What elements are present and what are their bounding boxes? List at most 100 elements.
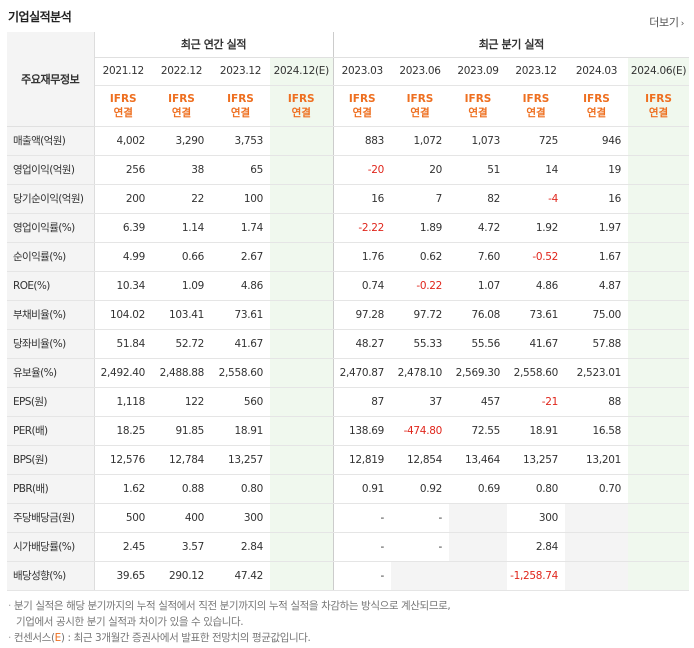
value-cell: 18.91	[211, 416, 270, 446]
value-cell: 2.45	[94, 532, 152, 562]
value-cell: 16	[565, 184, 628, 214]
value-cell: 97.28	[333, 299, 391, 330]
value-cell: 0.80	[507, 474, 565, 504]
accounting-standard-cell: IFRS 연결	[94, 85, 152, 127]
row-label: EPS(원)	[7, 386, 95, 417]
consolidation-label: 연결	[586, 106, 607, 119]
value-cell	[270, 416, 334, 446]
row-label: BPS(원)	[7, 445, 95, 475]
value-cell: 4.99	[94, 242, 152, 272]
value-cell: 2,569.30	[449, 358, 507, 388]
table-row: 배당성향(%) 39.65 290.12 47.42 - -1,258.74	[7, 561, 690, 591]
value-cell: 1.74	[211, 212, 270, 243]
value-cell: 75.00	[565, 299, 628, 330]
accounting-standard-cell: IFRS 연결	[333, 85, 391, 127]
value-cell: 19	[565, 155, 628, 185]
row-label: 순이익률(%)	[7, 242, 95, 272]
accounting-standard-label: IFRS	[645, 92, 672, 105]
value-cell: -1,258.74	[507, 561, 565, 591]
footnote-1: · 분기 실적은 해당 분기까지의 누적 실적에서 직전 분기까지의 누적 실적…	[8, 600, 451, 612]
row-label: 부채비율(%)	[7, 299, 95, 330]
period-header: 2023.12	[507, 57, 565, 86]
value-cell	[628, 155, 690, 185]
consolidation-label: 연결	[291, 106, 311, 119]
value-cell	[628, 445, 690, 475]
accounting-standard-cell: IFRS 연결	[211, 85, 270, 127]
value-cell: -	[333, 532, 391, 562]
accounting-standard-label: IFRS	[522, 92, 550, 105]
value-cell	[628, 416, 690, 446]
accounting-standard-cell: IFRS 연결	[391, 85, 449, 127]
accounting-standard-label: IFRS	[583, 92, 610, 105]
row-label: PBR(배)	[7, 474, 95, 504]
value-cell: -4	[507, 184, 565, 214]
value-cell	[270, 329, 334, 359]
value-cell: 97.72	[391, 299, 449, 330]
table-row: PBR(배) 1.62 0.88 0.80 0.91 0.92 0.69 0.80 0.70	[7, 474, 690, 504]
annual-group-label: 최근 연간 실적	[94, 32, 334, 58]
value-cell: 18.25	[94, 416, 152, 446]
value-cell: 3,290	[152, 126, 211, 156]
table-row: 당기순이익(억원) 200 22 100 16 7 82 -4 16	[7, 184, 690, 214]
value-cell: 55.56	[449, 329, 507, 359]
period-header: 2023.12	[211, 57, 270, 86]
value-cell: 2,470.87	[333, 358, 391, 388]
row-label: 시가배당률(%)	[7, 532, 95, 562]
value-cell: 14	[507, 155, 565, 185]
value-cell: 1.76	[333, 242, 391, 272]
accounting-standard-cell: IFRS 연결	[507, 85, 565, 127]
value-cell	[628, 299, 690, 330]
value-cell: 52.72	[152, 329, 211, 359]
value-cell: 12,576	[94, 445, 152, 475]
value-cell: 2,492.40	[94, 358, 152, 388]
value-cell	[628, 532, 690, 562]
footnote-2-prefix: 컨센서스(	[13, 632, 55, 644]
value-cell: 12,854	[391, 445, 449, 475]
value-cell: 122	[152, 386, 211, 417]
row-label: 당좌비율(%)	[7, 329, 95, 359]
value-cell: 10.34	[94, 271, 152, 301]
value-cell: 2,523.01	[565, 358, 628, 388]
period-header: 2024.12(E)	[270, 57, 334, 86]
value-cell: 18.91	[507, 416, 565, 446]
table-row: 순이익률(%) 4.99 0.66 2.67 1.76 0.62 7.60 -0.52 1.67	[7, 242, 690, 272]
row-label: 유보율(%)	[7, 358, 95, 388]
value-cell: 2,488.88	[152, 358, 211, 388]
estimate-mark: E	[54, 632, 62, 644]
value-cell: 290.12	[152, 561, 211, 591]
value-cell: 1,118	[94, 386, 152, 417]
value-cell: 4,002	[94, 126, 152, 156]
value-cell	[628, 561, 690, 591]
accounting-standard-row: IFRS 연결 IFRS 연결 IFRS 연결 IFRS 연결 IFRS 연결 IFRS 연결 IFRS…	[7, 85, 690, 127]
value-cell: 7	[391, 184, 449, 214]
table-row: 주당배당금(원) 500 400 300- -300	[7, 502, 690, 533]
accounting-standard-label: IFRS	[348, 92, 376, 105]
footnote-1-text: 분기 실적은 해당 분기까지의 누적 실적에서 직전 분기까지의 누적 실적을 …	[13, 600, 451, 612]
value-cell: 1.09	[152, 271, 211, 301]
value-cell	[449, 532, 507, 562]
value-cell: 13,257	[211, 445, 270, 475]
value-cell: 0.74	[333, 271, 391, 301]
value-cell	[270, 445, 334, 475]
value-cell: 13,257	[507, 445, 565, 475]
group-header-row: 주요재무정보 최근 연간 실적 최근 분기 실적	[7, 32, 690, 127]
table-row: EPS(원) 1,118 122 560 87 37 457 -21 88	[7, 386, 690, 417]
table-row: ROE(%) 10.34 1.09 4.86 0.74 -0.22 1.07 4.86 4.87	[7, 271, 690, 301]
value-cell: 300	[211, 502, 270, 533]
value-cell: 16.58	[565, 416, 628, 446]
value-cell: 13,464	[449, 445, 507, 475]
more-link[interactable]: 더보기 ›	[649, 14, 684, 30]
value-cell: 76.08	[449, 299, 507, 330]
value-cell	[270, 358, 334, 388]
period-header: 2023.09	[449, 57, 507, 86]
value-cell	[628, 502, 690, 533]
table-row: 영업이익률(%) 6.39 1.14 1.74 -2.22 1.89 4.72 1.92 1.9…	[7, 212, 690, 243]
footnote-2-suffix: ) : 최근 3개월간 증권사에서 발표한 전망치의 평균값입니다.	[60, 632, 311, 644]
consolidation-label: 연결	[230, 106, 251, 119]
value-cell: 883	[333, 126, 391, 156]
value-cell: 138.69	[333, 416, 391, 446]
accounting-standard-cell: IFRS 연결	[152, 85, 211, 127]
value-cell: 65	[211, 155, 270, 185]
value-cell	[270, 126, 334, 156]
value-cell: 39.65	[94, 561, 152, 591]
